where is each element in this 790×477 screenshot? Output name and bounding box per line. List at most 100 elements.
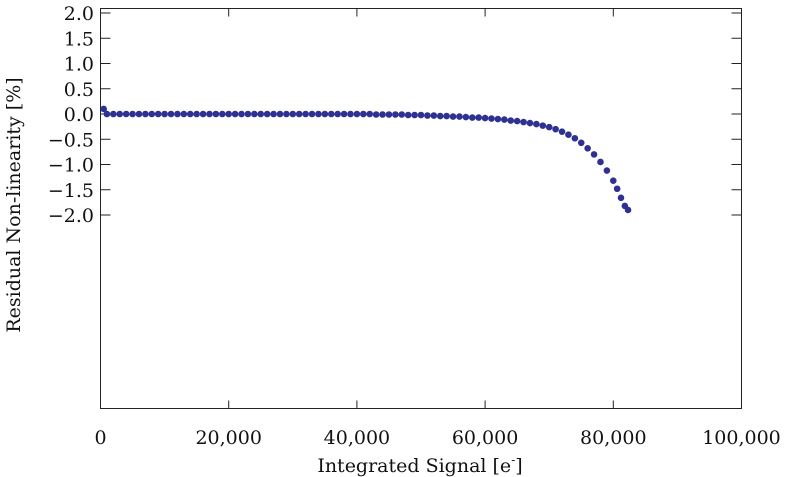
data-point (327, 110, 335, 118)
y-tick-labels: 2.0 1.5 1.0 0.5 0.0 −0.5 −1.0 −1.5 −2.0 (48, 3, 94, 227)
data-point (385, 111, 393, 118)
data-point (398, 111, 406, 118)
data-point (135, 110, 143, 118)
y-tick-label: −1.0 (48, 155, 94, 177)
data-point (244, 110, 252, 118)
data-point (417, 111, 425, 119)
data-point (468, 114, 476, 121)
data-point (193, 110, 200, 118)
x-tick-label: 80,000 (580, 427, 646, 449)
x-tick-label: 100,000 (702, 427, 781, 449)
data-point (302, 110, 309, 118)
data-point (449, 113, 457, 120)
data-point (475, 114, 482, 121)
plot-frame (100, 8, 742, 409)
x-axis-label-superscript: - (511, 453, 515, 467)
data-point (238, 110, 245, 118)
data-point (340, 110, 348, 118)
data-point (379, 111, 386, 118)
data-point (513, 117, 521, 125)
data-points (100, 105, 632, 214)
data-point (334, 110, 341, 118)
data-point (462, 113, 470, 121)
data-point (154, 110, 162, 118)
y-tick-label: −0.5 (48, 129, 94, 151)
data-point (545, 123, 553, 131)
data-point (161, 110, 168, 118)
x-axis-label-close: ] (515, 455, 522, 477)
data-point (443, 112, 450, 120)
axis-ticks (100, 8, 742, 409)
data-point (315, 110, 322, 118)
y-axis-label: Residual Non-linearity [%] (3, 77, 25, 332)
data-point (321, 110, 329, 118)
data-point (526, 119, 534, 127)
data-point (624, 206, 632, 214)
data-point (552, 125, 559, 133)
data-point (270, 110, 277, 118)
data-point (289, 110, 297, 118)
data-point (103, 110, 111, 118)
data-point (520, 118, 527, 126)
data-point (392, 111, 399, 118)
x-tick-label: 40,000 (324, 427, 390, 449)
data-point (218, 110, 226, 118)
data-point (129, 110, 136, 118)
x-tick-label: 60,000 (452, 427, 518, 449)
data-point (263, 110, 271, 118)
data-point (225, 110, 232, 118)
data-point (494, 115, 502, 123)
data-point (251, 110, 258, 118)
data-point (366, 110, 374, 118)
y-tick-label: −2.0 (48, 205, 94, 227)
data-point (199, 110, 207, 118)
data-point (167, 110, 175, 118)
data-point (353, 110, 361, 118)
data-point (295, 110, 303, 118)
data-point (142, 110, 149, 118)
data-point (122, 110, 130, 118)
data-point (584, 145, 591, 152)
data-point (610, 177, 617, 184)
data-point (360, 110, 367, 118)
y-tick-label: 2.0 (64, 3, 94, 25)
x-tick-labels: 0 20,000 40,000 60,000 80,000 100,000 (94, 427, 780, 449)
data-point (100, 105, 108, 113)
data-point (308, 110, 316, 118)
data-point (110, 110, 117, 118)
data-point (372, 111, 380, 118)
y-tick-label: −1.5 (48, 180, 94, 202)
x-tick-label: 20,000 (195, 427, 261, 449)
data-point (597, 158, 604, 166)
data-point (481, 114, 489, 122)
x-axis-label: Integrated Signal [e-] (317, 453, 522, 477)
data-point (501, 116, 508, 123)
data-point (186, 110, 194, 118)
data-point (539, 122, 547, 129)
data-point (565, 131, 572, 139)
data-point (571, 134, 579, 142)
y-tick-label: 1.0 (64, 54, 94, 76)
data-point (603, 167, 611, 174)
data-point (148, 110, 156, 118)
data-point (276, 110, 284, 118)
data-point (404, 111, 412, 119)
data-point (590, 151, 598, 158)
data-point (206, 110, 213, 118)
data-point (488, 115, 495, 122)
data-point (558, 128, 566, 135)
data-point (116, 110, 124, 118)
data-point (613, 185, 621, 193)
data-point (533, 120, 540, 128)
data-point (424, 112, 431, 119)
data-point (507, 117, 515, 124)
data-point (212, 110, 220, 118)
y-tick-label: 0.0 (64, 104, 94, 126)
data-point (456, 113, 463, 120)
y-tick-label: 0.5 (64, 79, 94, 101)
data-point (577, 139, 585, 147)
data-point (283, 110, 290, 118)
x-tick-label: 0 (94, 427, 106, 449)
data-point (257, 110, 265, 118)
